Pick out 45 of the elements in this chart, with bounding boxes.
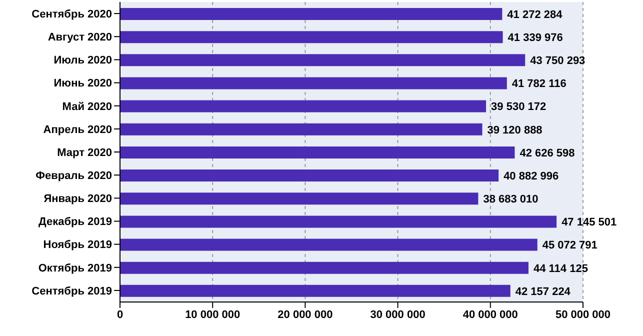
- data-label: 42 157 224: [515, 286, 572, 298]
- bar: [120, 262, 528, 274]
- bar: [120, 77, 507, 90]
- bar: [120, 123, 482, 136]
- y-tick-label: Апрель 2020: [43, 124, 112, 136]
- data-label: 42 626 598: [520, 147, 575, 160]
- data-label: 41 782 116: [512, 78, 566, 90]
- data-label: 44 114 125: [533, 262, 588, 275]
- y-tick-label: Март 2020: [57, 146, 112, 159]
- bar: [120, 100, 486, 112]
- x-tick-label: 40 000 000: [462, 308, 518, 321]
- y-tick-label: Август 2020: [48, 32, 112, 44]
- y-tick-label: Ноябрь 2019: [43, 239, 112, 252]
- data-label: 39 530 172: [491, 101, 546, 114]
- bar: [120, 170, 499, 182]
- y-tick-label: Сентябрь 2020: [32, 8, 112, 20]
- data-label: 41 339 976: [508, 32, 563, 44]
- data-label: 45 072 791: [542, 240, 598, 252]
- bar: [120, 54, 526, 66]
- data-label: 40 882 996: [504, 170, 559, 182]
- y-tick-label: Декабрь 2019: [38, 216, 112, 228]
- data-label: 41 272 284: [507, 8, 564, 21]
- x-tick-label: 10 000 000: [185, 308, 240, 321]
- x-tick-label: 0: [116, 308, 124, 321]
- x-tick-label: 30 000 000: [370, 308, 426, 321]
- data-label: 38 683 010: [483, 194, 538, 206]
- bar: [120, 238, 538, 251]
- data-label: 43 750 293: [530, 55, 586, 68]
- bar: [120, 216, 557, 228]
- y-tick-label: Октябрь 2019: [38, 262, 112, 274]
- bar: [120, 31, 503, 44]
- y-tick-label: Июль 2020: [54, 54, 112, 67]
- data-label: 39 120 888: [487, 124, 542, 136]
- y-tick-label: Май 2020: [62, 100, 112, 113]
- y-tick-label: Январь 2020: [44, 193, 112, 206]
- bar: [120, 284, 510, 297]
- y-tick-label: Сентябрь 2019: [32, 285, 112, 298]
- bar: [120, 192, 478, 205]
- data-label: 47 145 501: [562, 216, 617, 229]
- bar: [120, 8, 502, 20]
- bar: [120, 146, 515, 158]
- y-tick-label: Февраль 2020: [36, 170, 112, 182]
- x-tick-label: 20 000 000: [278, 308, 333, 321]
- x-tick-label: 50 000 000: [555, 308, 611, 321]
- y-tick-label: Июнь 2020: [54, 78, 112, 90]
